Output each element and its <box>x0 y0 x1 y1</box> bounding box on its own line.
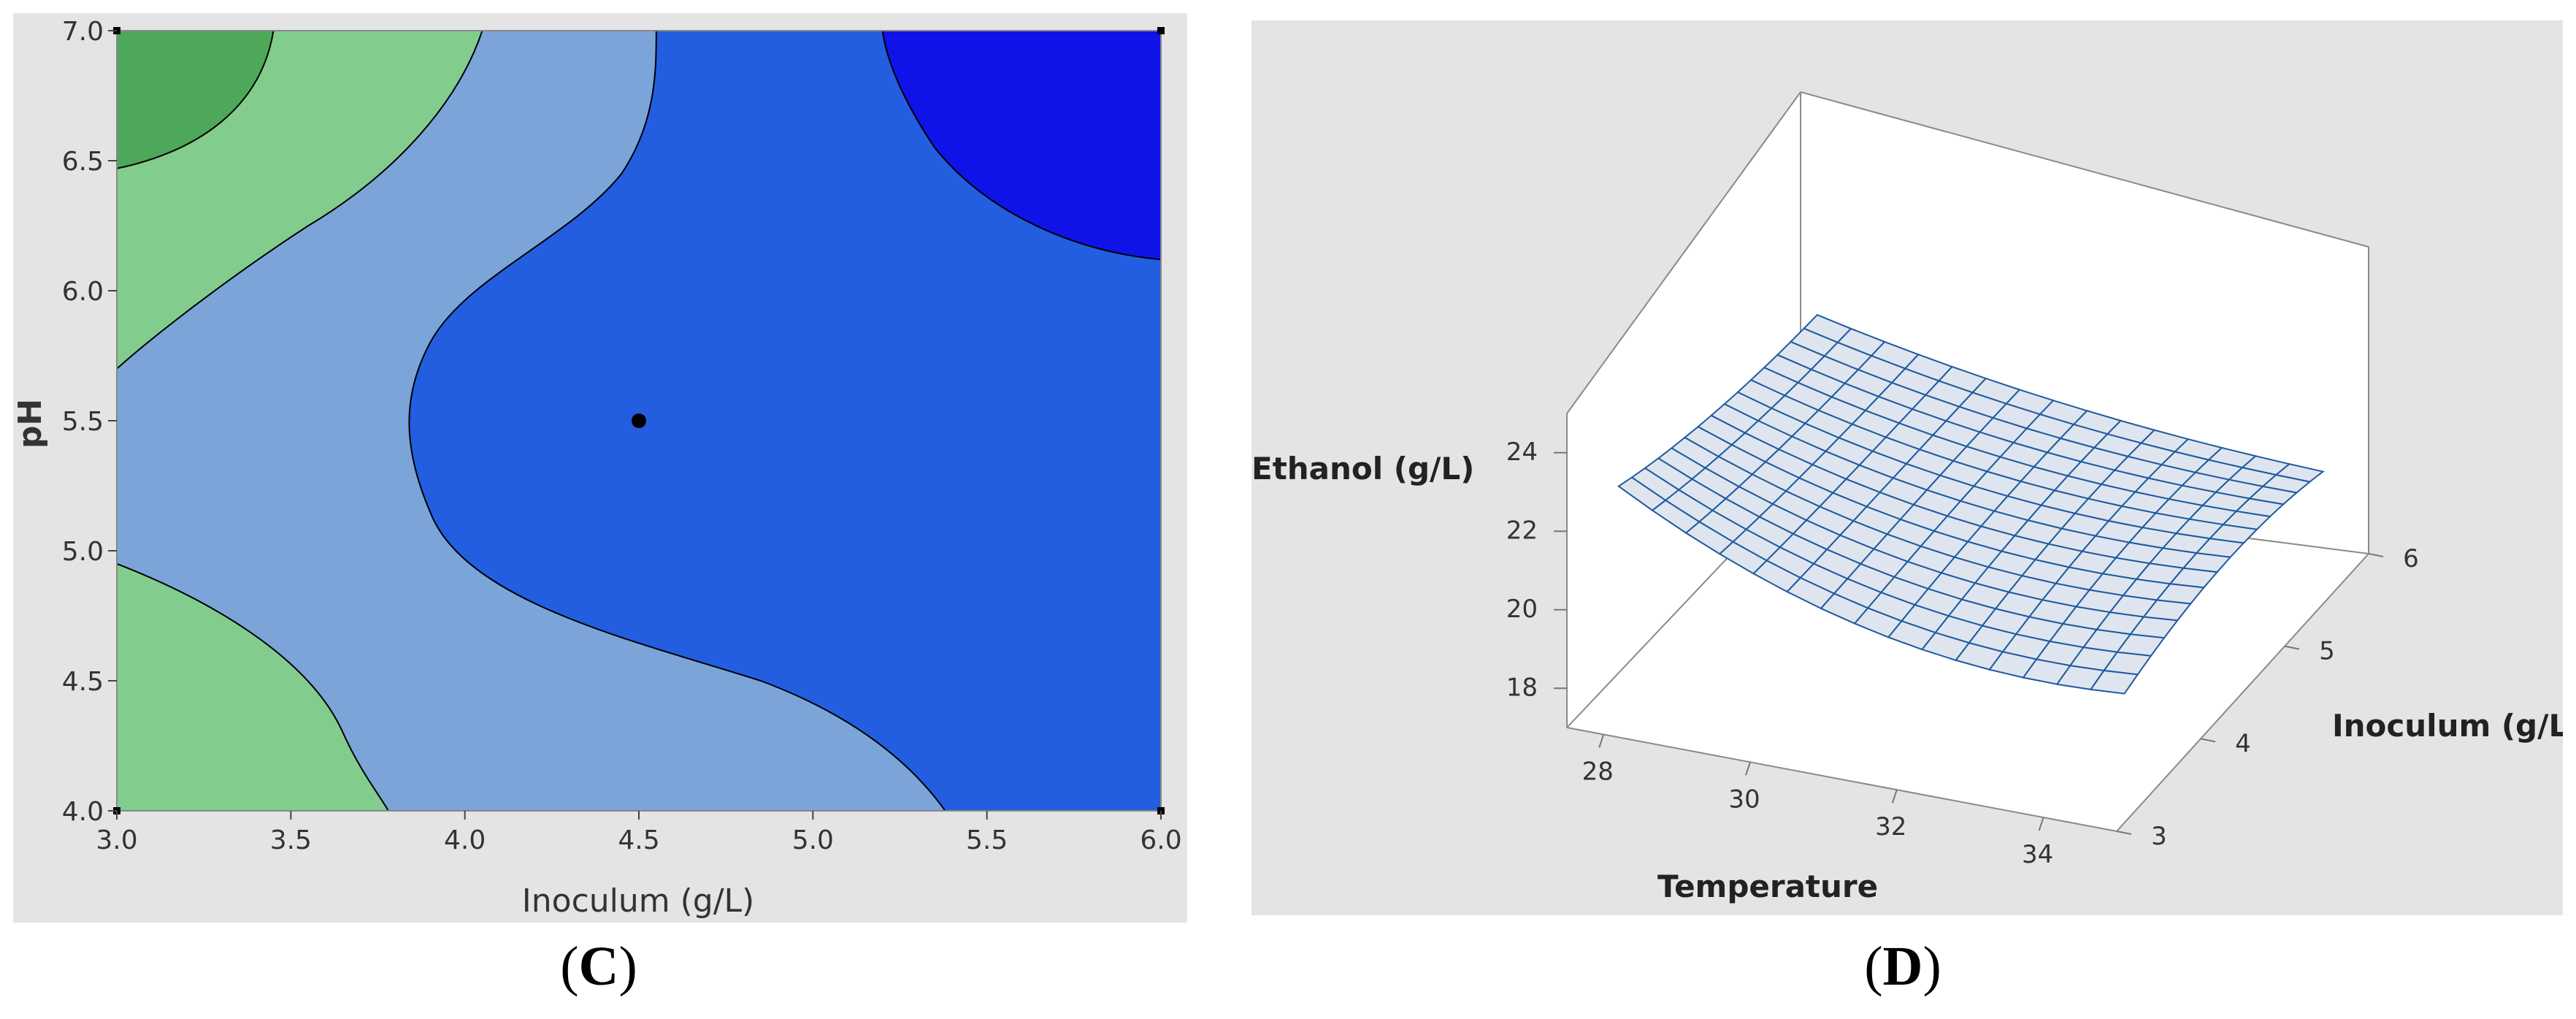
y-tick-label: 4.0 <box>62 797 104 827</box>
x-tick-label: 5.5 <box>966 825 1008 855</box>
x-tick-mark <box>1891 789 1898 804</box>
box-edge <box>1566 91 1801 414</box>
x-tick-label: 30 <box>1728 785 1760 814</box>
x-tick-mark <box>2038 817 2044 831</box>
x-tick-label: 6.0 <box>1140 825 1181 855</box>
box-edge <box>1800 91 2369 248</box>
y-tick-mark <box>2116 831 2132 835</box>
contour-x-axis-label: Inoculum (g/L) <box>522 882 754 920</box>
surface-z-axis-label: Ethanol (g/L) <box>1251 451 1474 486</box>
contour-region-5 <box>881 31 1161 261</box>
surface-plot-panel: 24 22 20 18 28 30 32 34 6 5 4 3 Ethanol (g/L) Tempe… <box>1251 20 2563 915</box>
y-tick-label: 4.5 <box>62 667 104 697</box>
panel-label-d: (D) <box>1864 936 1941 997</box>
x-tick-label: 4.5 <box>618 825 659 855</box>
x-tick-mark <box>1745 762 1751 776</box>
surface-x-axis-label: Temperature <box>1657 869 1878 904</box>
x-tick-mark <box>1598 734 1605 748</box>
y-tick-label: 4 <box>2235 729 2251 758</box>
box-edge <box>1566 727 2117 832</box>
x-tick-label: 5.0 <box>792 825 834 855</box>
frame-corner-marker <box>1157 27 1165 34</box>
surface-left-wall <box>1567 92 1801 728</box>
x-tick-label: 3.5 <box>270 825 312 855</box>
y-tick-mark <box>2368 553 2384 557</box>
y-tick-label: 6.0 <box>62 277 104 307</box>
contour-region-2-lower <box>117 562 389 811</box>
y-tick-label: 5 <box>2319 637 2335 666</box>
y-tick-label: 6 <box>2403 544 2419 573</box>
y-tick-label: 5.5 <box>62 407 104 437</box>
z-tick-label: 20 <box>1506 595 1538 624</box>
z-tick-label: 24 <box>1506 438 1538 467</box>
x-tick-label: 4.0 <box>444 825 486 855</box>
x-tick-label: 28 <box>1582 757 1614 786</box>
contour-y-axis-label: pH <box>13 399 49 449</box>
x-tick-label: 32 <box>1875 812 1906 841</box>
y-tick-label: 6.5 <box>62 147 104 177</box>
contour-region-4 <box>408 31 1161 811</box>
surface-axis-ticks: 24 22 20 18 28 30 32 34 6 5 4 3 <box>1506 438 2419 869</box>
surface-y-axis-label: Inoculum (g/L) <box>2332 708 2563 744</box>
surface-mesh <box>1617 313 2325 695</box>
panel-label-c: (C) <box>560 936 637 997</box>
panel-label-d-letter: D <box>1882 936 1923 997</box>
y-tick-mark <box>2200 738 2216 743</box>
x-tick-label: 34 <box>2022 840 2053 869</box>
center-point-marker <box>632 413 646 428</box>
panel-label-c-letter: C <box>578 936 619 997</box>
y-tick-label: 7.0 <box>62 17 104 47</box>
contour-plot-panel: 3.0 3.5 4.0 4.5 5.0 5.5 6.0 4.0 4.5 5.0 5.5 6.0 6.5 7… <box>13 13 1187 923</box>
x-tick-label: 3.0 <box>96 825 137 855</box>
z-tick-label: 18 <box>1506 673 1538 702</box>
contour-axis-ticks: 3.0 3.5 4.0 4.5 5.0 5.5 6.0 4.0 4.5 5.0 5.5 6.0 6.5 7… <box>62 17 1182 855</box>
box-edge <box>2116 553 2369 832</box>
y-tick-label: 5.0 <box>62 537 104 567</box>
surface-mesh-cell <box>2089 669 2139 695</box>
contour-region-1 <box>117 31 275 169</box>
contour-plot-area <box>113 27 1165 814</box>
y-tick-mark <box>2284 645 2300 650</box>
z-tick-label: 22 <box>1506 516 1538 545</box>
y-tick-label: 3 <box>2151 822 2167 851</box>
